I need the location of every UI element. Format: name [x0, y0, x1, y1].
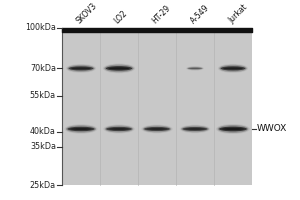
Ellipse shape — [185, 128, 205, 130]
Ellipse shape — [106, 66, 132, 71]
Text: 100kDa: 100kDa — [25, 23, 56, 32]
Ellipse shape — [66, 64, 96, 73]
Ellipse shape — [222, 128, 244, 130]
Ellipse shape — [106, 127, 132, 131]
Ellipse shape — [144, 127, 170, 131]
Ellipse shape — [219, 65, 247, 72]
Ellipse shape — [218, 125, 248, 133]
Ellipse shape — [104, 65, 134, 72]
Ellipse shape — [219, 127, 247, 131]
Ellipse shape — [143, 126, 171, 132]
Text: 35kDa: 35kDa — [30, 142, 56, 151]
Text: 55kDa: 55kDa — [30, 91, 56, 100]
Ellipse shape — [181, 126, 209, 132]
Text: 40kDa: 40kDa — [30, 127, 56, 136]
Text: LO2: LO2 — [112, 8, 129, 25]
Ellipse shape — [186, 66, 204, 71]
Ellipse shape — [187, 67, 203, 70]
Ellipse shape — [68, 66, 94, 70]
Ellipse shape — [109, 67, 130, 69]
Ellipse shape — [103, 125, 135, 133]
Ellipse shape — [103, 64, 135, 73]
Ellipse shape — [220, 66, 245, 71]
Ellipse shape — [223, 67, 243, 69]
Text: 25kDa: 25kDa — [30, 180, 56, 190]
Ellipse shape — [147, 128, 167, 130]
Ellipse shape — [66, 125, 96, 133]
Text: A-549: A-549 — [189, 3, 211, 25]
Bar — [62, 28, 252, 185]
Text: Jurkat: Jurkat — [226, 3, 249, 25]
Ellipse shape — [71, 67, 91, 69]
Ellipse shape — [68, 127, 94, 131]
Ellipse shape — [218, 64, 248, 73]
Ellipse shape — [189, 68, 201, 69]
Text: SKOV3: SKOV3 — [75, 1, 99, 25]
Ellipse shape — [109, 128, 129, 130]
Ellipse shape — [216, 124, 250, 134]
Ellipse shape — [180, 125, 210, 133]
Ellipse shape — [182, 127, 208, 131]
Ellipse shape — [67, 65, 95, 72]
Ellipse shape — [70, 128, 92, 130]
Ellipse shape — [188, 67, 202, 69]
Text: WWOX: WWOX — [257, 124, 287, 133]
Text: HT-29: HT-29 — [151, 3, 172, 25]
Ellipse shape — [64, 124, 98, 134]
Ellipse shape — [105, 125, 133, 132]
Text: 70kDa: 70kDa — [30, 64, 56, 73]
Ellipse shape — [141, 125, 173, 133]
